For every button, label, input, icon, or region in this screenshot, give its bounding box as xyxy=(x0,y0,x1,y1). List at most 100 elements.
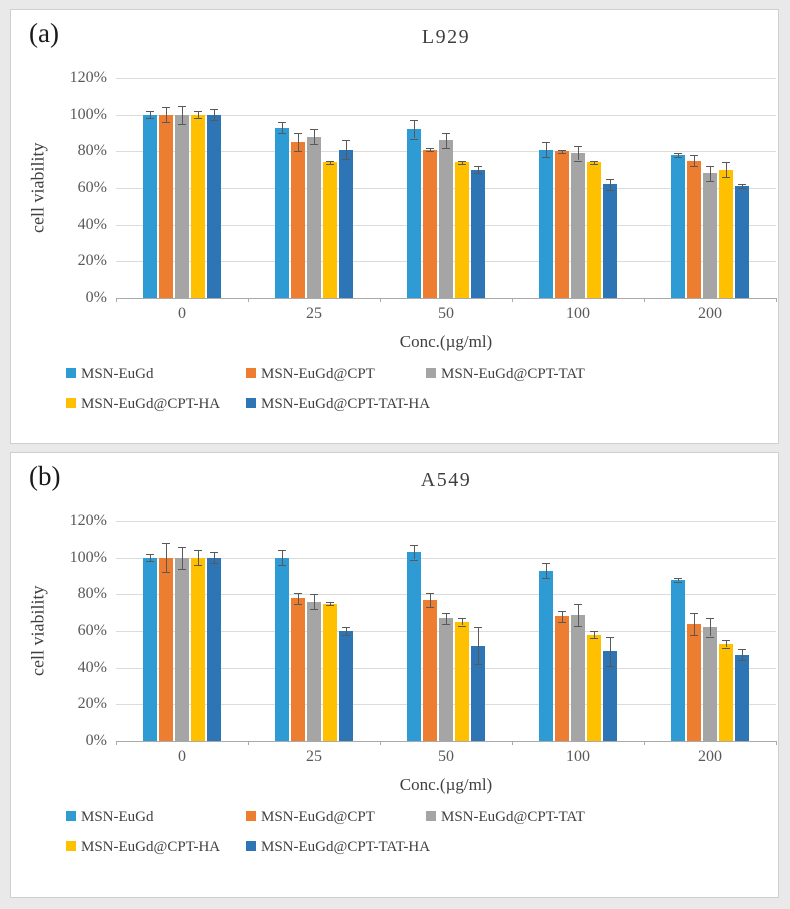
bar-MSN-EuGd@CPT-TAT-HA-25 xyxy=(339,149,353,298)
error-bar-cap xyxy=(278,550,286,552)
error-bar-cap xyxy=(458,164,466,166)
error-bar-cap xyxy=(442,623,450,625)
error-bar-cap xyxy=(474,173,482,175)
error-bar-cap xyxy=(426,592,434,594)
axis-tick xyxy=(116,741,117,745)
chart-title: L929 xyxy=(421,26,471,48)
error-bar xyxy=(281,122,283,133)
bar-MSN-EuGd@CPT-TAT-HA-200 xyxy=(735,654,749,741)
axis-tick xyxy=(116,298,117,302)
bar-MSN-EuGd@CPT-HA-200 xyxy=(719,643,733,741)
error-bar-cap xyxy=(674,577,682,579)
error-bar-cap xyxy=(590,638,598,640)
error-bar xyxy=(709,166,711,181)
bar-MSN-EuGd@CPT-HA-200 xyxy=(719,169,733,298)
error-bar-cap xyxy=(194,111,202,112)
error-bar-cap xyxy=(574,145,582,147)
error-bar-cap xyxy=(542,577,550,579)
bar-MSN-EuGd-25 xyxy=(275,127,289,298)
panel-label: (a) xyxy=(29,18,59,48)
error-bar-cap xyxy=(706,636,714,638)
error-bar-cap xyxy=(458,160,466,162)
bar-MSN-EuGd@CPT-TAT-50 xyxy=(439,140,453,298)
error-bar xyxy=(725,162,727,177)
bar-MSN-EuGd@CPT-TAT-HA-100 xyxy=(603,184,617,298)
error-bar xyxy=(609,178,611,190)
error-bar xyxy=(413,544,415,560)
axis-tick xyxy=(248,741,249,745)
error-bar xyxy=(545,142,547,157)
y-tick-label: 60% xyxy=(77,622,107,639)
error-bar-cap xyxy=(442,133,450,134)
error-bar xyxy=(313,129,315,144)
y-tick-label: 40% xyxy=(77,215,107,233)
bar-MSN-EuGd@CPT-TAT-100 xyxy=(571,153,585,298)
error-bar-cap xyxy=(326,605,334,607)
axis-tick xyxy=(248,298,249,302)
bar-MSN-EuGd-50 xyxy=(407,129,421,298)
error-bar-cap xyxy=(342,158,350,160)
error-bar xyxy=(345,140,347,159)
error-bar-cap xyxy=(738,184,746,186)
x-tick-label: 0 xyxy=(178,748,186,765)
error-bar-cap xyxy=(558,153,566,155)
error-bar-cap xyxy=(294,151,302,153)
error-bar xyxy=(149,554,151,562)
legend-item: MSN-EuGd@CPT-HA xyxy=(66,839,246,856)
error-bar xyxy=(181,105,183,124)
legend-marker xyxy=(426,368,436,378)
legend-label: MSN-EuGd@CPT xyxy=(261,809,375,825)
bar-MSN-EuGd@CPT-TAT-50 xyxy=(439,618,453,741)
error-bar-cap xyxy=(178,105,186,107)
bar-MSN-EuGd@CPT-TAT-25 xyxy=(307,136,321,298)
error-bar-cap xyxy=(410,559,418,561)
bar-MSN-EuGd-200 xyxy=(671,579,685,741)
error-bar xyxy=(213,552,215,564)
error-bar-cap xyxy=(310,609,318,610)
error-bar-cap xyxy=(606,178,614,180)
legend-label: MSN-EuGd@CPT-TAT-HA xyxy=(261,839,431,855)
error-bar xyxy=(709,618,711,637)
error-bar-cap xyxy=(706,180,714,182)
x-axis-line xyxy=(116,298,776,299)
error-bar-cap xyxy=(210,109,218,111)
error-bar-cap xyxy=(162,107,170,109)
y-tick-label: 120% xyxy=(69,512,107,529)
legend-row: MSN-EuGd@CPT-HA MSN-EuGd@CPT-TAT-HA xyxy=(66,839,771,869)
error-bar-cap xyxy=(278,565,286,566)
bar-MSN-EuGd-50 xyxy=(407,552,421,741)
axis-tick xyxy=(380,298,381,302)
error-bar xyxy=(165,107,167,122)
error-bar-cap xyxy=(474,627,482,629)
error-bar-cap xyxy=(178,568,186,570)
error-bar-cap xyxy=(326,164,334,166)
error-bar-cap xyxy=(722,640,730,642)
error-bar xyxy=(561,610,563,622)
error-bar-cap xyxy=(690,634,698,636)
bar-MSN-EuGd@CPT-TAT-HA-200 xyxy=(735,186,749,298)
error-bar xyxy=(577,145,579,161)
error-bar xyxy=(313,594,315,609)
error-bar xyxy=(329,160,331,165)
error-bar xyxy=(593,631,595,639)
error-bar xyxy=(677,153,679,157)
bar-MSN-EuGd@CPT-HA-100 xyxy=(587,162,601,298)
legend-item: MSN-EuGd@CPT-TAT-HA xyxy=(246,839,430,856)
error-bar xyxy=(181,546,183,569)
bar-MSN-EuGd-100 xyxy=(539,570,553,741)
legend: MSN-EuGd MSN-EuGd@CPT MSN-EuGd@CPT-TAT MSN-… xyxy=(66,366,771,426)
axis-tick xyxy=(512,741,513,745)
legend-label: MSN-EuGd xyxy=(81,366,154,382)
error-bar-cap xyxy=(706,618,714,620)
legend-marker xyxy=(66,841,76,851)
bar-MSN-EuGd@CPT-HA-50 xyxy=(455,162,469,298)
error-bar-cap xyxy=(294,603,302,605)
error-bar-cap xyxy=(410,544,418,546)
error-bar-cap xyxy=(310,594,318,596)
error-bar xyxy=(149,111,151,119)
bar-MSN-EuGd@CPT-HA-50 xyxy=(455,621,469,741)
bar-MSN-EuGd@CPT-TAT-0 xyxy=(175,557,189,741)
x-tick-label: 200 xyxy=(698,305,722,322)
error-bar xyxy=(445,612,447,624)
y-tick-label: 100% xyxy=(69,105,107,123)
